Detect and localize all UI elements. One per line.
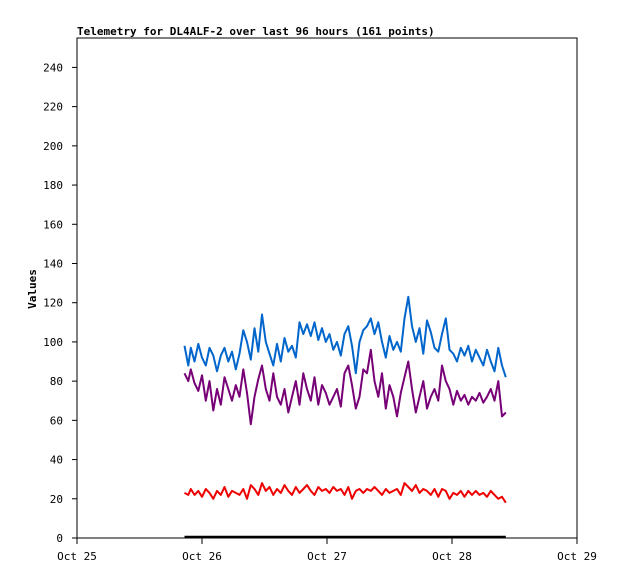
y-axis-title: Values [26, 269, 39, 309]
y-tick-label: 40 [50, 454, 63, 467]
y-tick-label: 160 [43, 218, 63, 231]
chart-title: Telemetry for DL4ALF-2 over last 96 hour… [77, 25, 435, 38]
y-tick-label: 140 [43, 257, 63, 270]
x-tick-label: Oct 26 [182, 550, 222, 563]
series-line-1 [183, 295, 507, 378]
y-tick-label: 20 [50, 493, 63, 506]
series-lines [183, 295, 507, 538]
x-tick-label: Oct 28 [432, 550, 472, 563]
y-tick-label: 0 [56, 532, 63, 545]
y-tick-label: 200 [43, 140, 63, 153]
series-line-2 [183, 348, 507, 426]
series-line-3 [184, 482, 507, 504]
x-tick-label: Oct 27 [307, 550, 347, 563]
x-tick-label: Oct 29 [557, 550, 597, 563]
x-tick-label: Oct 25 [57, 550, 97, 563]
y-tick-label: 240 [43, 61, 63, 74]
y-axis: 0 20 40 60 80 100 120 140 160 180 200 220 240 [43, 61, 77, 545]
y-tick-label: 80 [50, 375, 63, 388]
x-axis: Oct 25 Oct 26 Oct 27 Oct 28 Oct 29 [57, 538, 597, 563]
y-tick-label: 120 [43, 297, 63, 310]
y-tick-label: 100 [43, 336, 63, 349]
y-tick-label: 180 [43, 179, 63, 192]
y-tick-label: 220 [43, 101, 63, 114]
plot-area [76, 37, 578, 539]
y-tick-label: 60 [50, 414, 63, 427]
